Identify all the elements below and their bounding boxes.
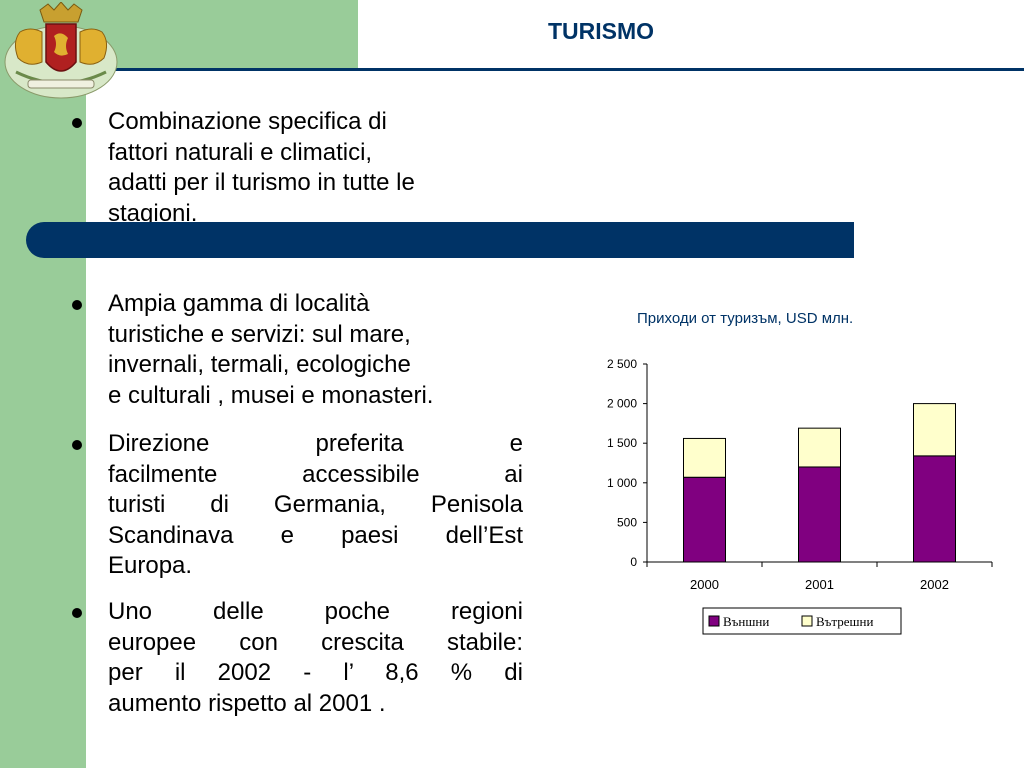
bullet-line: adatti per il turismo in tutte le xyxy=(108,169,415,196)
bullet-line: Scandinava e paesi dell’Est xyxy=(108,521,523,549)
y-tick-label: 1 000 xyxy=(607,476,637,490)
bar-external-2002 xyxy=(913,455,956,563)
y-tick-label: 500 xyxy=(617,515,637,529)
x-tick-label: 2002 xyxy=(920,577,949,592)
bullet-line: turisti di Germania, Penisola xyxy=(108,491,523,518)
bullet-line: Europa. xyxy=(108,552,193,579)
bar-domestic-2002 xyxy=(913,403,956,457)
bullet-line: facilmente accessibile ai xyxy=(108,460,523,488)
bullet-line: Direzione preferita e xyxy=(108,430,523,457)
y-tick-label: 2 500 xyxy=(607,357,637,371)
page-title: TURISMO xyxy=(548,18,655,44)
chart-title: Приходи от туризъм, USD млн. xyxy=(637,310,854,327)
x-tick-label: 2000 xyxy=(690,577,719,592)
bullet-dot xyxy=(72,118,82,128)
revenue-bar-chart: 0 500 1 000 1 500 2 000 2 500 2000 2001 2002 Външ… xyxy=(607,357,993,635)
bar-domestic-2001 xyxy=(798,427,841,468)
y-tick-label: 1 500 xyxy=(607,436,637,450)
bullet-text: Combinazione specifica di fattori natura… xyxy=(108,107,523,229)
bullet-dot xyxy=(72,608,82,618)
y-tick-label: 2 000 xyxy=(607,397,637,411)
bullet-line: europee con crescita stabile: xyxy=(108,628,523,656)
bullet-text: Uno delle poche regioni europee con cres… xyxy=(108,597,523,719)
legend-label: Външни xyxy=(723,614,769,629)
header-rule xyxy=(86,68,1024,71)
bullet-line: aumento rispetto al 2001 . xyxy=(108,689,386,717)
bullet-line: fattori naturali e climatici, xyxy=(108,138,373,166)
bar-domestic-2000 xyxy=(683,437,726,478)
x-tick-label: 2001 xyxy=(805,577,834,592)
legend-swatch-external xyxy=(708,615,720,627)
bullet-line: turistiche e servizi: sul mare, xyxy=(108,320,411,348)
coat-of-arms-emblem xyxy=(4,2,118,99)
bullet-line: per il 2002 - l’ 8,6 % di xyxy=(108,659,523,686)
bullet-text: Ampia gamma di località turistiche e ser… xyxy=(108,289,523,411)
bar-external-2000 xyxy=(683,476,726,563)
bullet-line: e culturali , musei e monasteri. xyxy=(108,381,434,409)
decorative-band xyxy=(26,222,854,258)
bullet-line: Ampia gamma di località xyxy=(108,290,370,317)
bar-external-2001 xyxy=(798,466,841,563)
bullet-dot xyxy=(72,300,82,310)
bullet-text: Direzione preferita e facilmente accessi… xyxy=(108,429,523,582)
legend-swatch-domestic xyxy=(801,615,813,627)
bullet-dot xyxy=(72,440,82,450)
legend-label: Вътрешни xyxy=(816,614,873,629)
bullet-line: invernali, termali, ecologiche xyxy=(108,351,411,378)
left-green-sidebar xyxy=(0,0,86,768)
bullet-line: Uno delle poche regioni xyxy=(108,598,523,625)
bullet-line: Combinazione specifica di xyxy=(108,108,387,135)
y-tick-label: 0 xyxy=(630,555,637,569)
content-panel xyxy=(86,68,1024,768)
